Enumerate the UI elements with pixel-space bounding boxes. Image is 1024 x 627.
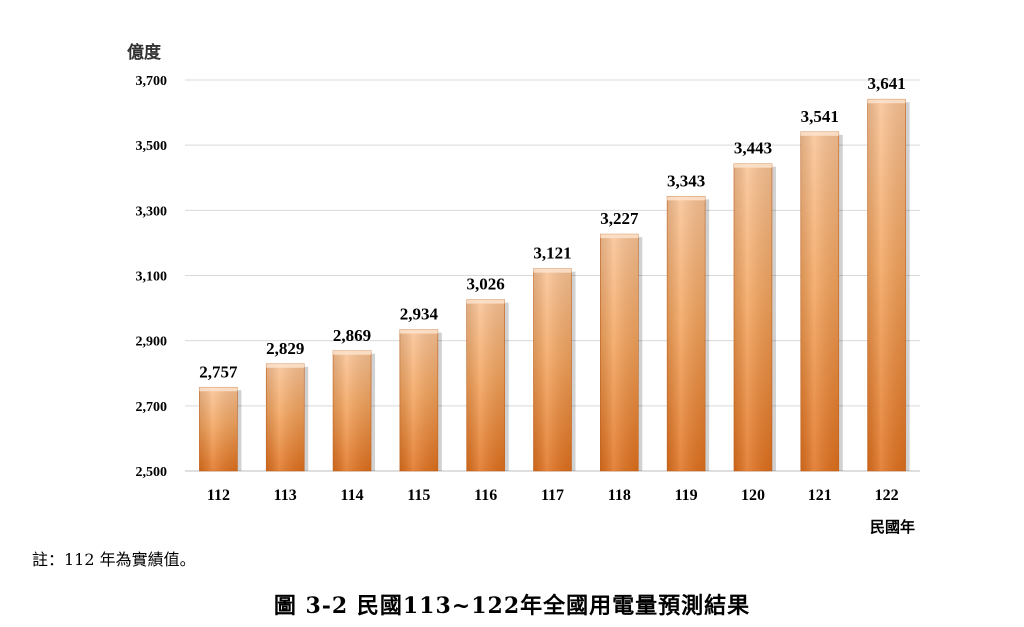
bar-cap [800, 131, 839, 136]
bar-cap [533, 268, 572, 273]
data-label: 2,934 [400, 305, 439, 324]
y-tick-label: 2,500 [136, 465, 168, 480]
bars [199, 98, 910, 472]
x-tick-label: 120 [741, 487, 765, 504]
x-tick-label: 119 [675, 487, 698, 504]
y-tick-label: 2,700 [136, 400, 168, 415]
bar-sheen [266, 363, 305, 471]
y-tick-label: 3,700 [136, 74, 168, 89]
bar-cap [667, 196, 706, 201]
bar-chart: 2,500 2,700 2,900 3,100 3,300 3,500 3,700 2,757… [127, 42, 920, 536]
data-label: 3,443 [734, 139, 772, 158]
bar-cap [399, 329, 438, 334]
bar-cap [733, 163, 772, 168]
figure-caption: 圖 3-2 民國113~122年全國用電量預測結果 [273, 593, 751, 619]
data-label: 3,227 [600, 209, 639, 228]
bar-sheen [600, 234, 639, 471]
x-tick-label: 117 [541, 487, 564, 504]
bar-sheen [333, 350, 372, 471]
data-label: 3,541 [801, 107, 839, 126]
bar-cap [266, 363, 305, 368]
x-tick-label: 112 [207, 487, 230, 504]
bar-cap [600, 234, 639, 239]
bar-cap [466, 299, 505, 304]
bar-sheen [867, 99, 906, 471]
labels: 2,500 2,700 2,900 3,100 3,300 3,500 3,700 2,757… [136, 74, 906, 504]
data-label: 3,641 [867, 74, 905, 93]
y-tick-label: 3,100 [136, 270, 168, 285]
bar-cap [867, 99, 906, 104]
data-label: 2,757 [199, 362, 238, 381]
x-tick-label: 113 [274, 487, 297, 504]
y-tick-label: 3,300 [136, 204, 168, 219]
bar-cap [333, 350, 372, 355]
x-axis-label: 民國年 [870, 518, 915, 536]
data-label: 2,869 [333, 326, 371, 345]
x-tick-label: 118 [608, 487, 631, 504]
y-tick-label: 3,500 [136, 139, 168, 154]
bar-cap [199, 387, 238, 392]
bar-sheen [199, 387, 238, 471]
data-label: 3,121 [533, 244, 571, 263]
data-label: 3,343 [667, 171, 705, 190]
bar-sheen [800, 131, 839, 471]
bar-sheen [733, 163, 772, 471]
bar-sheen [533, 268, 572, 471]
x-tick-label: 116 [474, 487, 497, 504]
data-label: 3,026 [467, 275, 505, 294]
footnote: 註：112 年為實績值。 [32, 550, 196, 569]
x-tick-label: 122 [875, 487, 899, 504]
y-axis-label: 億度 [127, 42, 162, 63]
bar-sheen [466, 299, 505, 471]
x-tick-label: 114 [340, 487, 363, 504]
x-tick-label: 121 [808, 487, 832, 504]
y-tick-label: 2,900 [136, 335, 168, 350]
bar-sheen [667, 196, 706, 471]
x-tick-label: 115 [407, 487, 430, 504]
bar-sheen [399, 329, 438, 471]
data-label: 2,829 [266, 339, 304, 358]
